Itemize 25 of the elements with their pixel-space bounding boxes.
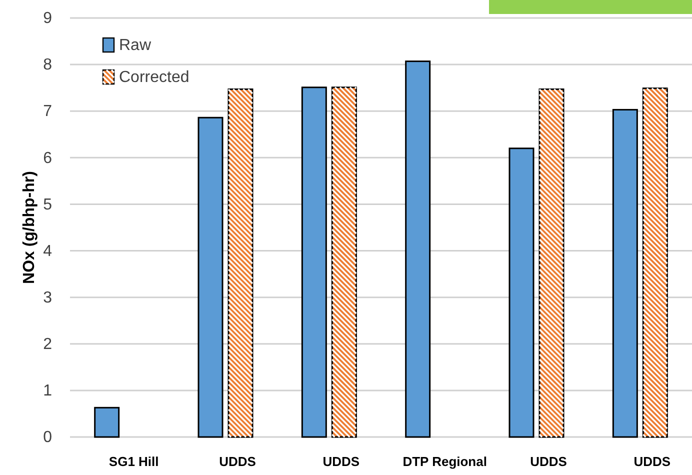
y-tick-label: 4 (43, 242, 52, 260)
bar (405, 60, 431, 438)
legend-label: Raw (119, 37, 152, 54)
x-tick-label: DTP Regional (402, 454, 487, 470)
bar (612, 108, 638, 438)
x-tick-label: UDDS (530, 454, 568, 470)
y-tick-label: 0 (43, 429, 52, 446)
bar (301, 86, 327, 438)
legend-label: Corrected (119, 69, 190, 86)
bar (508, 148, 534, 438)
y-tick-label: 5 (43, 196, 52, 214)
x-tick-label: SG1 Hill (108, 454, 159, 470)
y-tick-label: 8 (43, 56, 52, 74)
y-tick-label: 2 (43, 336, 52, 354)
x-tick-label: UDDS (634, 454, 671, 470)
x-tick-label: UDDS (322, 454, 360, 470)
y-axis-title: NOx (g/bhp-hr) (21, 171, 38, 284)
y-tick-label: 6 (43, 150, 52, 167)
y-tick-label: 7 (43, 103, 52, 120)
bar (94, 406, 120, 438)
y-tick-label: 1 (43, 382, 52, 400)
x-tick-label: UDDS (219, 454, 256, 470)
y-tick-label: 9 (43, 10, 52, 28)
y-tick-label: 3 (43, 289, 52, 306)
bar (198, 116, 224, 438)
